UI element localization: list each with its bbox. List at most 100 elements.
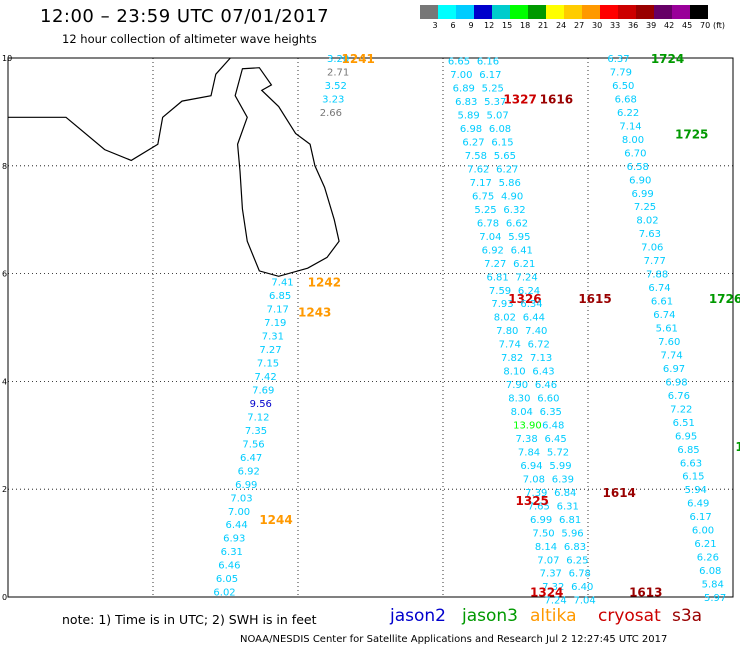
wave-height-value: 2.71 bbox=[327, 67, 349, 78]
wave-height-value: 6.92 bbox=[482, 245, 504, 256]
wave-height-value: 7.13 bbox=[530, 353, 552, 364]
wave-height-value: 6.21 bbox=[694, 539, 716, 550]
legend-swatch bbox=[420, 5, 438, 19]
wave-height-value: 6.89 bbox=[453, 84, 475, 95]
wave-height-value: 6.44 bbox=[226, 520, 248, 531]
wave-height-value: 6.16 bbox=[477, 57, 499, 68]
legend-label: 9 bbox=[468, 21, 474, 30]
wave-height-value: 6.31 bbox=[221, 547, 243, 558]
wave-height-value: 7.69 bbox=[252, 385, 274, 396]
wave-height-value: 6.46 bbox=[218, 561, 240, 572]
wave-height-value: 7.06 bbox=[641, 243, 663, 254]
y-tick-label: 0 bbox=[2, 593, 7, 602]
wave-height-map: 75 78 81 84 87 90 0 2 4 6 8 10 3.20 2.71 3.52 3.23 2.66 7… bbox=[2, 52, 740, 605]
wave-height-value: 7.88 bbox=[646, 270, 668, 281]
wave-height-value: 7.31 bbox=[262, 332, 284, 343]
plot-frame bbox=[7, 57, 734, 598]
pass-time-label: 1325 bbox=[516, 494, 549, 508]
pass-time-label: 1242 bbox=[308, 276, 341, 290]
x-tick-label: 78 bbox=[148, 604, 158, 605]
wave-height-value: 6.99 bbox=[235, 480, 257, 491]
satellite-legend-cryosat: cryosat bbox=[598, 606, 661, 626]
wave-height-value: 5.99 bbox=[549, 461, 571, 472]
y-tick-label: 10 bbox=[2, 54, 12, 63]
wave-height-value: 6.51 bbox=[673, 418, 695, 429]
wave-height-value: 6.68 bbox=[615, 94, 637, 105]
wave-height-value: 7.04 bbox=[574, 596, 596, 605]
wave-height-value: 3.23 bbox=[322, 94, 344, 105]
legend-swatch bbox=[474, 5, 492, 19]
wave-height-value: 6.95 bbox=[675, 431, 697, 442]
pass-time-label: 17 bbox=[735, 440, 740, 454]
wave-height-value: 2.66 bbox=[320, 108, 342, 119]
y-tick-label: 6 bbox=[2, 270, 7, 279]
wave-height-value: 7.38 bbox=[516, 434, 538, 445]
wave-height-value: 6.44 bbox=[523, 313, 545, 324]
legend-swatch bbox=[672, 5, 690, 19]
wave-height-value: 5.89 bbox=[458, 111, 480, 122]
wave-height-value: 6.83 bbox=[455, 97, 477, 108]
wave-height-value: 7.08 bbox=[523, 474, 545, 485]
wave-height-value: 7.00 bbox=[450, 70, 472, 81]
wave-height-value: 6.75 bbox=[472, 191, 494, 202]
wave-height-value: 7.84 bbox=[518, 447, 540, 458]
wave-height-value: 6.99 bbox=[530, 515, 552, 526]
wave-height-value: 6.41 bbox=[511, 245, 533, 256]
wave-height-value: 6.17 bbox=[690, 512, 712, 523]
pass-time-label: 1614 bbox=[603, 486, 636, 500]
wave-height-value: 7.22 bbox=[670, 404, 692, 415]
x-tick-label: 81 bbox=[293, 604, 303, 605]
legend-swatch bbox=[456, 5, 474, 19]
wave-height-value: 8.02 bbox=[636, 216, 658, 227]
wave-height-value: 6.62 bbox=[506, 218, 528, 229]
legend-swatch bbox=[582, 5, 600, 19]
wave-height-value: 8.02 bbox=[494, 313, 516, 324]
legend-swatch bbox=[654, 5, 672, 19]
wave-height-value: 5.25 bbox=[482, 84, 504, 95]
wave-height-value: 6.65 bbox=[448, 57, 470, 68]
pass-time-label: 1615 bbox=[578, 292, 611, 306]
legend-swatch bbox=[564, 5, 582, 19]
wave-height-value: 6.40 bbox=[571, 582, 593, 593]
pass-time-label: 1327 bbox=[503, 92, 536, 106]
wave-height-value: 6.31 bbox=[557, 501, 579, 512]
wave-height-value: 6.97 bbox=[663, 364, 685, 375]
satellite-legend-jason2: jason2 bbox=[390, 606, 446, 626]
pass-time-label: 1616 bbox=[540, 92, 573, 106]
wave-height-value: 6.15 bbox=[682, 472, 704, 483]
wave-height-value: 8.30 bbox=[508, 394, 530, 405]
pass-time-label: 1243 bbox=[298, 305, 331, 319]
wave-height-value: 6.26 bbox=[697, 553, 719, 564]
wave-height-value: 7.17 bbox=[470, 178, 492, 189]
wave-height-value: 7.40 bbox=[525, 326, 547, 337]
wave-height-value: 7.58 bbox=[465, 151, 487, 162]
pass-time-label: 1324 bbox=[530, 586, 563, 600]
wave-height-value: 6.21 bbox=[513, 259, 535, 270]
wave-height-value: 6.98 bbox=[460, 124, 482, 135]
y-tick-label: 4 bbox=[2, 377, 7, 386]
legend-swatch bbox=[636, 5, 654, 19]
wave-height-value: 7.15 bbox=[257, 359, 279, 370]
footer-credit: NOAA/NESDIS Center for Satellite Applica… bbox=[240, 634, 668, 645]
wave-height-value: 6.43 bbox=[532, 367, 554, 378]
wave-height-value: 6.70 bbox=[624, 148, 646, 159]
wave-height-value: 6.60 bbox=[537, 394, 559, 405]
legend-swatch bbox=[546, 5, 564, 19]
wave-height-value: 6.85 bbox=[677, 445, 699, 456]
wave-height-value: 8.04 bbox=[511, 407, 533, 418]
wave-height-value: 6.39 bbox=[552, 474, 574, 485]
wave-height-value: 7.93 bbox=[491, 299, 513, 310]
legend-label: 12 bbox=[484, 21, 495, 30]
wave-height-value: 7.74 bbox=[661, 350, 683, 361]
wave-height-value: 7.42 bbox=[255, 372, 277, 383]
wave-height-value: 7.50 bbox=[532, 528, 554, 539]
wave-height-value: 6.45 bbox=[545, 434, 567, 445]
wave-height-value: 6.49 bbox=[687, 499, 709, 510]
wave-height-value: 7.62 bbox=[467, 164, 489, 175]
wave-height-value: 6.15 bbox=[491, 138, 513, 149]
wave-height-value: 6.05 bbox=[216, 574, 238, 585]
wave-height-value: 7.19 bbox=[264, 318, 286, 329]
wave-height-value: 5.72 bbox=[547, 447, 569, 458]
wave-height-value: 6.22 bbox=[617, 108, 639, 119]
legend-swatch bbox=[510, 5, 528, 19]
